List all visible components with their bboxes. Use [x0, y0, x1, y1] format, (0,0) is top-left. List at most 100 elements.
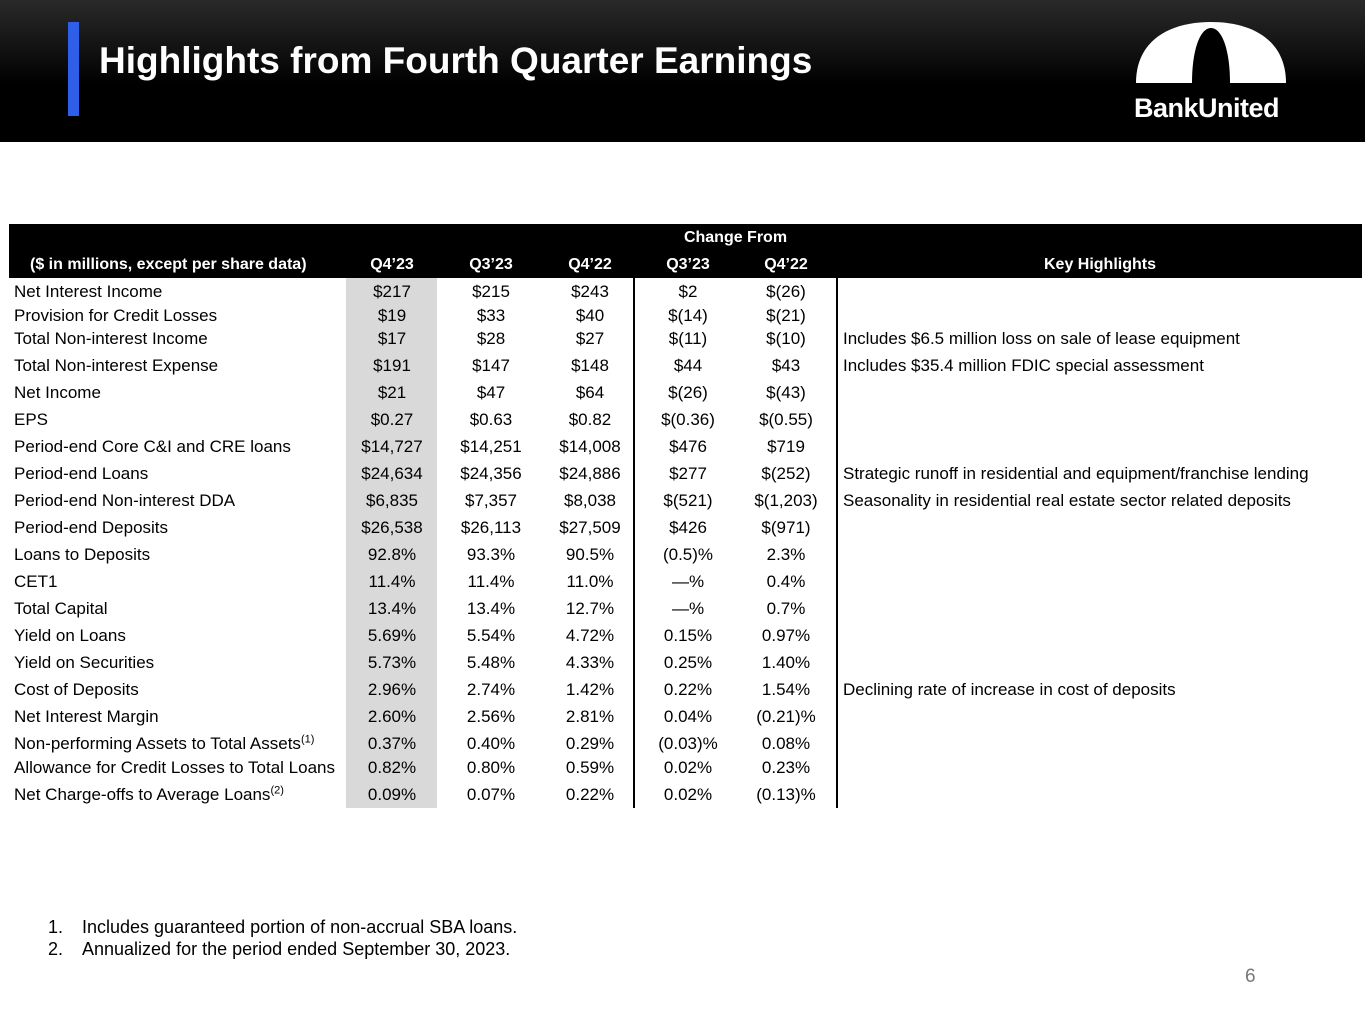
- row-label: Allowance for Credit Losses to Total Loa…: [14, 758, 335, 778]
- footnote-number: 2.: [48, 939, 64, 959]
- value-cell: 0.08%: [761, 734, 811, 753]
- value-cell: $148: [571, 356, 609, 375]
- row-label: Total Capital: [14, 599, 108, 619]
- value-cell: 5.69%: [367, 626, 417, 645]
- value-cell: $24,356: [460, 464, 522, 483]
- value-cell: 0.29%: [565, 734, 615, 753]
- table-header: [9, 224, 1362, 278]
- value-cell: $(26): [766, 282, 806, 301]
- value-cell: $8,038: [564, 491, 616, 510]
- footnote-number: 1.: [48, 917, 64, 937]
- row-label-text: Cost of Deposits: [14, 680, 139, 699]
- column-divider: [836, 278, 838, 808]
- value-cell: 0.04%: [663, 707, 713, 726]
- value-cell: $26,538: [361, 518, 423, 537]
- value-cell: 0.25%: [663, 653, 713, 672]
- highlight: Includes $6.5 million loss on sale of le…: [843, 329, 1240, 348]
- value-cell: (0.13)%: [756, 785, 816, 804]
- value-cell: $(0.55): [759, 410, 813, 429]
- value-cell: 1.54%: [761, 680, 811, 699]
- value-cell: 0.02%: [663, 785, 713, 804]
- value-cell: $7,357: [465, 491, 517, 510]
- value-cell: 5.54%: [466, 626, 516, 645]
- value-cell: $24,886: [559, 464, 621, 483]
- footnote-text: Includes guaranteed portion of non-accru…: [82, 917, 518, 937]
- row-label-text: Net Interest Income: [14, 282, 163, 301]
- value-cell: $6,835: [366, 491, 418, 510]
- value-cell: $24,634: [361, 464, 423, 483]
- row-label-text: Total Non-interest Expense: [14, 356, 219, 375]
- value-cell: 5.48%: [466, 653, 516, 672]
- value-cell: $(11): [668, 329, 708, 348]
- value-cell: 5.73%: [367, 653, 417, 672]
- row-label-text: Period-end Non-interest DDA: [14, 491, 236, 510]
- value-cell: $215: [472, 282, 510, 301]
- value-cell: 0.37%: [367, 734, 417, 753]
- accent-bar: [68, 22, 79, 116]
- value-cell: $33: [476, 306, 506, 325]
- value-cell: $47: [476, 383, 506, 402]
- value-cell: $217: [373, 282, 411, 301]
- row-label-text: Period-end Loans: [14, 464, 149, 483]
- value-cell: $26,113: [460, 518, 522, 537]
- value-cell: 0.23%: [761, 758, 811, 777]
- row-label-text: Yield on Loans: [14, 626, 126, 645]
- value-cell: $2: [678, 282, 698, 301]
- page-number: 6: [1245, 966, 1256, 987]
- row-label: Yield on Loans: [14, 626, 126, 646]
- value-cell: 11.4%: [368, 572, 416, 591]
- value-cell: $(1,203): [754, 491, 818, 510]
- highlight: Includes $35.4 million FDIC special asse…: [843, 356, 1204, 375]
- row-label: Period-end Deposits: [14, 518, 168, 538]
- value-cell: $(14): [668, 306, 708, 325]
- value-cell: $40: [575, 306, 605, 325]
- row-label-text: CET1: [14, 572, 58, 591]
- row-label: Net Charge-offs to Average Loans(2): [14, 785, 284, 805]
- row-label-text: Total Capital: [14, 599, 108, 618]
- value-cell: $476: [669, 437, 707, 456]
- row-label-text: Period-end Deposits: [14, 518, 169, 537]
- value-cell: $(252): [761, 464, 811, 483]
- value-cell: 0.07%: [466, 785, 516, 804]
- row-label: Provision for Credit Losses: [14, 306, 217, 326]
- value-cell: 0.7%: [766, 599, 806, 618]
- column-header: Q3’23: [469, 256, 513, 273]
- row-label-text: Net Charge-offs to Average Loans: [14, 785, 271, 804]
- value-cell: 0.22%: [565, 785, 615, 804]
- value-cell: 90.5%: [565, 545, 615, 564]
- value-cell: $44: [673, 356, 703, 375]
- value-cell: 11.0%: [566, 572, 614, 591]
- row-label: Cost of Deposits: [14, 680, 139, 700]
- footnote-ref: (1): [300, 733, 315, 746]
- value-cell: $19: [377, 306, 407, 325]
- row-label: CET1: [14, 572, 57, 592]
- row-label: Period-end Loans: [14, 464, 148, 484]
- value-cell: $(521): [663, 491, 713, 510]
- value-cell: 2.56%: [466, 707, 516, 726]
- value-cell: 4.33%: [565, 653, 615, 672]
- value-cell: 13.4%: [367, 599, 417, 618]
- value-cell: $21: [377, 383, 407, 402]
- value-cell: 1.42%: [565, 680, 615, 699]
- row-label-text: EPS: [14, 410, 49, 429]
- value-cell: $(0.36): [661, 410, 715, 429]
- current-quarter-shade: [346, 278, 437, 808]
- value-cell: 1.40%: [761, 653, 811, 672]
- value-cell: 0.4%: [766, 572, 806, 591]
- highlight: Strategic runoff in residential and equi…: [843, 464, 1309, 483]
- row-label: Period-end Core C&I and CRE loans: [14, 437, 291, 457]
- value-cell: $(43): [766, 383, 806, 402]
- value-cell: 12.7%: [565, 599, 615, 618]
- row-label: Yield on Securities: [14, 653, 154, 673]
- value-cell: 2.3%: [766, 545, 806, 564]
- value-cell: 0.02%: [663, 758, 713, 777]
- value-cell: $(971): [761, 518, 811, 537]
- column-header: Key Highlights: [1043, 256, 1156, 273]
- row-label-text: Period-end Core C&I and CRE loans: [14, 437, 291, 456]
- value-cell: $0.27: [370, 410, 414, 429]
- value-cell: 0.09%: [367, 785, 417, 804]
- value-cell: $(10): [766, 329, 806, 348]
- value-cell: $147: [472, 356, 510, 375]
- value-cell: $426: [669, 518, 707, 537]
- value-cell: (0.21)%: [756, 707, 816, 726]
